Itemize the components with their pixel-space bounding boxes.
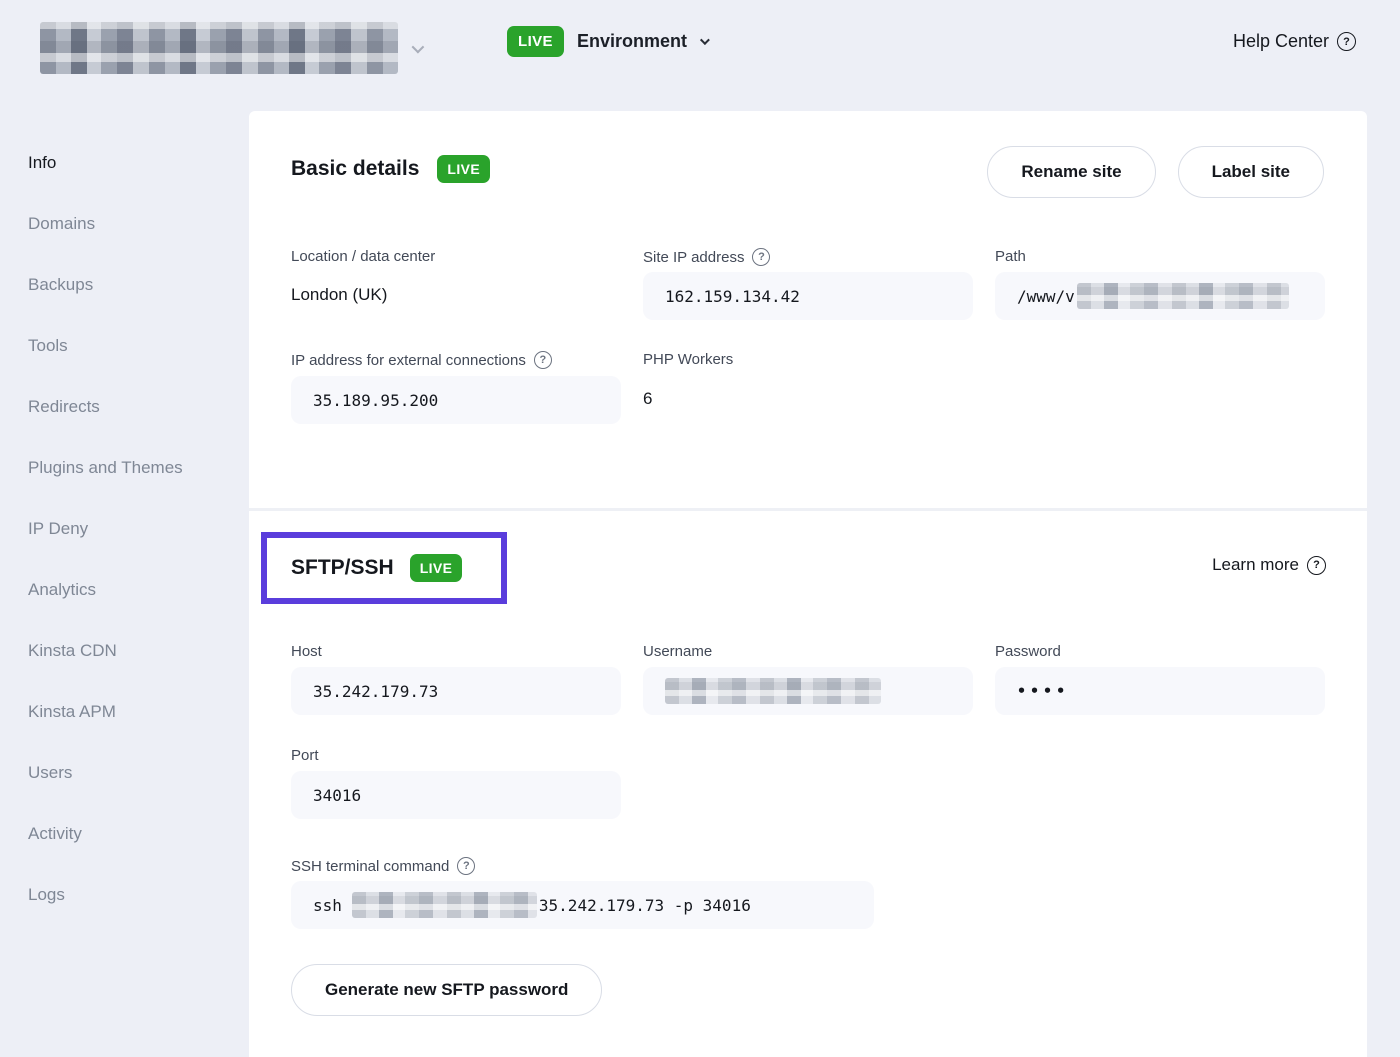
sidebar-item-ip-deny[interactable]: IP Deny (28, 518, 89, 538)
host-field[interactable]: 35.242.179.73 (291, 667, 621, 715)
sidebar-item-domains[interactable]: Domains (28, 213, 96, 233)
chevron-down-icon (411, 40, 425, 53)
site-ip-label: Site IP address ? (643, 248, 771, 266)
sidebar-item-redirects[interactable]: Redirects (28, 396, 100, 416)
environment-dropdown[interactable]: LIVE Environment (507, 26, 710, 57)
basic-details-title: Basic details (291, 157, 420, 180)
port-field[interactable]: 34016 (291, 771, 621, 819)
external-ip-label: IP address for external connections ? (291, 351, 552, 369)
section-divider (249, 508, 1367, 511)
sidebar-item-tools[interactable]: Tools (28, 335, 68, 355)
ssh-command-suffix: 35.242.179.73 -p 34016 (538, 895, 751, 915)
external-ip-field[interactable]: 35.189.95.200 (291, 376, 621, 424)
path-field[interactable]: /www/v (995, 272, 1325, 320)
question-circle-icon[interactable]: ? (533, 351, 552, 369)
live-badge: LIVE (507, 26, 564, 57)
sidebar-item-users[interactable]: Users (28, 762, 73, 782)
username-field[interactable] (643, 667, 973, 715)
ssh-command-redacted (351, 892, 537, 918)
question-circle-icon[interactable]: ? (752, 248, 771, 266)
environment-label: Environment (576, 31, 687, 51)
path-label: Path (995, 248, 1026, 265)
sidebar-item-logs[interactable]: Logs (28, 884, 65, 904)
sidebar-item-activity[interactable]: Activity (28, 823, 82, 843)
password-field[interactable]: •••• (995, 667, 1325, 715)
chevron-down-icon (699, 35, 710, 46)
password-label: Password (995, 643, 1061, 660)
help-center-label: Help Center (1232, 31, 1329, 51)
location-value: London (UK) (291, 285, 388, 304)
sidebar-item-kinsta-cdn[interactable]: Kinsta CDN (28, 640, 117, 660)
learn-more-label: Learn more (1212, 555, 1299, 574)
sidebar-item-analytics[interactable]: Analytics (28, 579, 97, 599)
question-circle-icon: ? (1307, 555, 1326, 575)
live-badge: LIVE (409, 554, 463, 582)
purple-highlight-annotation (261, 532, 507, 604)
help-center-link[interactable]: Help Center ? (1233, 31, 1356, 52)
sidebar-item-kinsta-apm[interactable]: Kinsta APM (28, 701, 116, 721)
site-name-redacted (40, 22, 398, 74)
port-label: Port (291, 747, 319, 764)
ssh-command-prefix: ssh (313, 895, 342, 915)
sidebar-item-backups[interactable]: Backups (28, 274, 94, 294)
path-redacted (1076, 283, 1289, 309)
generate-sftp-password-button[interactable]: Generate new SFTP password (291, 964, 603, 1016)
host-label: Host (291, 643, 322, 660)
location-label: Location / data center (291, 248, 436, 265)
basic-details-header: Basic details LIVE (291, 155, 491, 183)
username-label: Username (643, 643, 713, 660)
php-workers-value: 6 (643, 389, 653, 408)
rename-site-button[interactable]: Rename site (987, 146, 1156, 198)
question-circle-icon: ? (1337, 32, 1356, 51)
sftp-ssh-title: SFTP/SSH (291, 556, 394, 579)
live-badge: LIVE (437, 155, 491, 183)
sidebar-item-plugins-and-themes[interactable]: Plugins and Themes (28, 457, 183, 477)
sidebar-nav: Info Domains Backups Tools Redirects Plu… (0, 132, 249, 925)
question-circle-icon[interactable]: ? (457, 857, 476, 875)
php-workers-label: PHP Workers (643, 351, 734, 368)
sidebar-item-info[interactable]: Info (28, 152, 57, 172)
password-masked-value: •••• (1017, 682, 1070, 700)
path-value-prefix: /www/v (1017, 286, 1075, 306)
ssh-command-label: SSH terminal command ? (291, 857, 476, 875)
label-site-button[interactable]: Label site (1177, 146, 1324, 198)
sftp-ssh-header: SFTP/SSH LIVE (291, 554, 463, 582)
username-redacted (665, 678, 881, 704)
site-selector-dropdown[interactable] (40, 22, 425, 74)
main-panel: Basic details LIVE Rename site Label sit… (249, 111, 1367, 1057)
learn-more-link[interactable]: Learn more ? (1212, 555, 1326, 575)
site-ip-field[interactable]: 162.159.134.42 (643, 272, 973, 320)
ssh-command-field[interactable]: ssh 35.242.179.73 -p 34016 (291, 881, 874, 929)
